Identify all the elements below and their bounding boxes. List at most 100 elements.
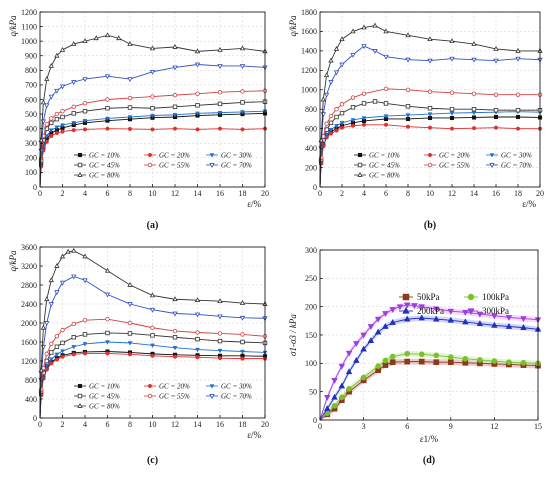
data-point bbox=[449, 111, 455, 116]
legend-label: GC = 10% bbox=[89, 152, 120, 160]
data-point bbox=[361, 24, 367, 30]
data-point bbox=[49, 341, 54, 347]
data-point bbox=[217, 110, 223, 116]
data-point bbox=[328, 127, 334, 133]
data-point bbox=[54, 263, 60, 268]
legend-marker bbox=[489, 163, 495, 168]
legend-marker bbox=[427, 162, 433, 168]
y-axis-label: q/kPa bbox=[8, 250, 18, 271]
x-axis-label: ε/% bbox=[522, 199, 536, 209]
legend: GC = 10% GC = 20% GC = 30% GC = 45% GC = 55%… bbox=[74, 152, 252, 180]
data-point bbox=[40, 99, 47, 105]
data-point bbox=[54, 125, 60, 130]
data-point bbox=[471, 115, 477, 120]
series-line bbox=[319, 25, 540, 188]
data-point bbox=[172, 354, 178, 359]
y-tick-label: 800 bbox=[25, 376, 37, 385]
data-point bbox=[172, 328, 178, 334]
x-tick-label: 2 bbox=[61, 420, 65, 429]
data-point bbox=[172, 65, 178, 71]
legend-marker bbox=[357, 162, 363, 168]
x-tick-label: 16 bbox=[216, 189, 224, 198]
data-point bbox=[150, 127, 155, 132]
data-point bbox=[418, 358, 425, 365]
data-point bbox=[194, 312, 201, 318]
data-point bbox=[338, 363, 346, 370]
legend-label: GC = 20% bbox=[439, 152, 470, 160]
data-point bbox=[150, 325, 155, 330]
data-point bbox=[323, 72, 330, 78]
data-point bbox=[346, 385, 352, 392]
data-point bbox=[427, 112, 433, 117]
legend-marker bbox=[489, 153, 495, 158]
data-point bbox=[339, 62, 345, 68]
data-point bbox=[403, 302, 411, 309]
data-point bbox=[195, 103, 200, 108]
data-point bbox=[493, 58, 499, 64]
data-point bbox=[150, 343, 155, 349]
data-point bbox=[418, 314, 426, 321]
data-point bbox=[104, 267, 111, 273]
data-point bbox=[127, 126, 133, 132]
y-tick-label: 150 bbox=[305, 331, 317, 340]
data-point bbox=[383, 122, 389, 127]
y-tick-label: 250 bbox=[305, 274, 317, 283]
data-point bbox=[60, 123, 65, 128]
data-point bbox=[48, 357, 54, 362]
data-point bbox=[447, 316, 455, 323]
data-point bbox=[59, 280, 66, 286]
data-point bbox=[104, 32, 111, 38]
data-point bbox=[60, 114, 65, 120]
data-point bbox=[240, 89, 245, 94]
data-point bbox=[515, 114, 521, 120]
data-point bbox=[405, 87, 411, 92]
data-point bbox=[149, 307, 156, 313]
y-tick-label: 1400 bbox=[301, 47, 317, 56]
data-point bbox=[471, 57, 477, 63]
y-axis-label: σ1-σ3 / kPa bbox=[288, 314, 298, 356]
data-point bbox=[447, 354, 454, 360]
data-point bbox=[382, 311, 389, 318]
data-point bbox=[59, 253, 66, 259]
legend-marker bbox=[402, 306, 410, 314]
data-point bbox=[44, 122, 49, 127]
data-point bbox=[82, 351, 88, 356]
data-point bbox=[48, 128, 54, 133]
data-point bbox=[361, 44, 367, 50]
data-point bbox=[403, 315, 411, 322]
data-point bbox=[54, 52, 60, 58]
y-tick-label: 800 bbox=[25, 66, 37, 75]
data-point bbox=[405, 32, 411, 38]
data-point bbox=[350, 105, 356, 110]
data-point bbox=[217, 338, 223, 344]
data-point bbox=[353, 341, 360, 348]
data-point bbox=[195, 330, 200, 335]
data-point bbox=[127, 115, 133, 120]
x-tick-label: 6 bbox=[405, 422, 409, 431]
series-3 bbox=[318, 99, 543, 188]
x-tick-label: 8 bbox=[128, 420, 132, 429]
data-point bbox=[44, 76, 50, 81]
y-tick-label: 200 bbox=[305, 302, 317, 311]
legend-label: GC = 20% bbox=[159, 383, 190, 391]
legend-marker bbox=[147, 383, 153, 389]
data-point bbox=[515, 107, 521, 113]
data-point bbox=[49, 361, 54, 366]
data-point bbox=[71, 247, 77, 253]
data-point bbox=[82, 118, 88, 124]
legend-label: GC = 20% bbox=[159, 152, 190, 160]
legend-label: GC = 70% bbox=[221, 393, 252, 401]
y-tick-label: 800 bbox=[305, 105, 317, 114]
data-point bbox=[383, 54, 389, 60]
data-point bbox=[331, 402, 338, 409]
data-point bbox=[389, 353, 396, 360]
data-point bbox=[471, 41, 477, 46]
data-point bbox=[71, 352, 76, 357]
series-band-2 bbox=[320, 315, 538, 420]
data-point bbox=[350, 52, 356, 58]
y-axis-label: q/kPa bbox=[8, 15, 18, 36]
data-point bbox=[427, 125, 433, 130]
data-point bbox=[372, 22, 378, 28]
legend-marker bbox=[209, 163, 215, 168]
data-point bbox=[520, 316, 527, 323]
